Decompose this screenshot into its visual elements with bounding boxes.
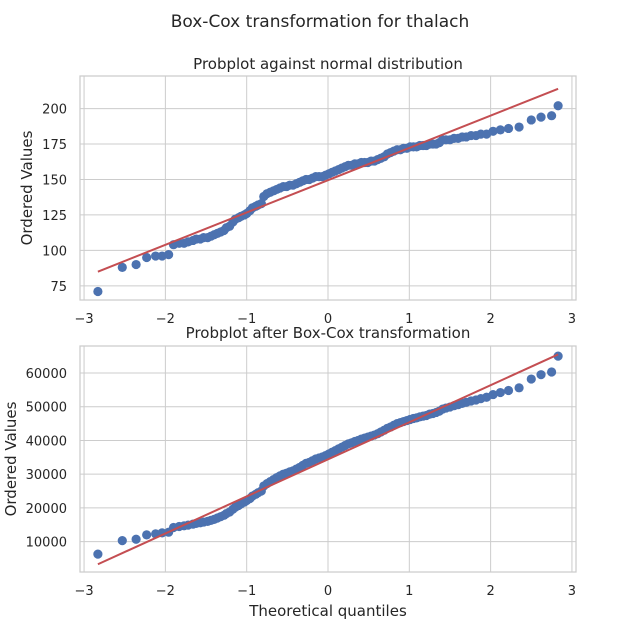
top-data-point <box>526 115 536 125</box>
top-grid <box>80 76 576 300</box>
bottom-x-tick-label: 3 <box>568 584 576 599</box>
bottom-data-point <box>93 549 103 559</box>
top-data-point <box>503 123 514 134</box>
bottom-x-tick-label: −1 <box>237 584 256 599</box>
top-x-tick-label: −1 <box>237 312 256 327</box>
bottom-data-point <box>503 385 514 396</box>
bottom-y-tick-label: 10000 <box>26 536 67 551</box>
bottom-y-tick-label: 20000 <box>26 502 67 517</box>
top-x-tick-label: 3 <box>568 312 576 327</box>
bottom-y-tick-label: 40000 <box>26 434 67 449</box>
bottom-y-tick-label: 60000 <box>26 367 67 382</box>
bottom-data-point <box>547 367 557 377</box>
bottom-data-points <box>93 351 563 559</box>
top-y-axis-label: Ordered Values <box>18 130 36 245</box>
bottom-subplot-title: Probplot after Box-Cox transformation <box>186 324 471 342</box>
top-data-point <box>514 122 524 132</box>
bottom-y-tick-label: 30000 <box>26 468 67 483</box>
top-y-tick-label: 175 <box>42 138 67 153</box>
bottom-y-tick-labels: 10000 20000 30000 40000 50000 60000 <box>26 367 67 551</box>
bottom-subplot: Probplot after Box-Cox transformation −3… <box>2 324 577 620</box>
top-data-point <box>488 126 498 136</box>
top-subplot-title: Probplot against normal distribution <box>193 55 463 73</box>
top-data-point <box>131 259 141 270</box>
top-data-point <box>495 125 505 135</box>
top-data-point <box>151 251 161 261</box>
top-data-point <box>93 286 103 297</box>
top-y-tick-label: 125 <box>42 209 67 224</box>
bottom-data-point <box>131 534 141 544</box>
bottom-data-point <box>536 370 546 380</box>
bottom-x-axis-label: Theoretical quantiles <box>248 602 407 620</box>
bottom-x-tick-label: 0 <box>324 584 332 599</box>
top-axes-frame <box>79 75 577 301</box>
bottom-x-tick-labels: −3 −2 −1 0 1 2 3 <box>74 584 576 599</box>
top-subplot: Probplot against normal distribution −3−… <box>18 55 577 327</box>
top-y-tick-label: 75 <box>50 280 67 295</box>
bottom-data-point <box>488 389 498 400</box>
bottom-data-point <box>495 387 505 398</box>
top-x-tick-label: 2 <box>486 312 494 327</box>
top-y-tick-label: 200 <box>42 103 67 118</box>
top-x-tick-label: −2 <box>156 312 175 327</box>
bottom-data-point <box>117 536 127 546</box>
bottom-fit-line <box>97 353 559 566</box>
top-x-tick-label: 1 <box>405 312 413 327</box>
top-x-tick-label: 0 <box>324 312 332 327</box>
top-y-tick-label: 100 <box>42 244 67 259</box>
bottom-x-tick-label: 1 <box>405 584 413 599</box>
top-data-point <box>553 101 563 111</box>
top-x-tick-labels: −3 −2 −1 0 1 2 3 <box>74 312 576 327</box>
bottom-data-point <box>553 351 563 361</box>
figure-suptitle: Box-Cox transformation for thalach <box>171 12 470 32</box>
bottom-x-tick-label: −2 <box>156 584 175 599</box>
bottom-data-point <box>142 530 152 540</box>
bottom-x-tick-label: 2 <box>486 584 494 599</box>
top-data-point <box>547 111 557 121</box>
bottom-data-point <box>526 374 536 384</box>
top-y-tick-labels: 75 100 125 150 175 200 <box>42 103 67 295</box>
bottom-y-axis-label: Ordered Values <box>2 401 20 516</box>
top-data-point <box>164 250 174 260</box>
top-data-point <box>117 262 127 272</box>
bottom-y-tick-label: 50000 <box>26 401 67 416</box>
top-fit-line <box>97 87 559 273</box>
bottom-x-tick-label: −3 <box>74 584 93 599</box>
top-y-tick-label: 150 <box>42 173 67 188</box>
top-data-point <box>536 112 546 122</box>
top-data-point <box>142 252 152 263</box>
bottom-axes-frame <box>79 345 577 573</box>
top-x-tick-label: −3 <box>74 312 93 327</box>
bottom-data-point <box>514 383 524 393</box>
